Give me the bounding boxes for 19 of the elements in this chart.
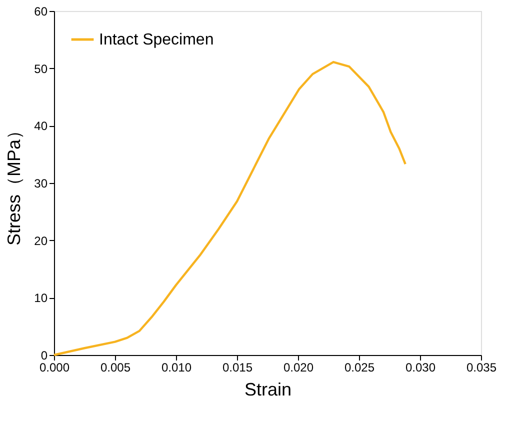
x-tick-label: 0.030: [405, 360, 436, 374]
x-tick-label: 0.020: [283, 360, 314, 374]
y-axis-title: Stress（MPa）: [4, 121, 24, 246]
x-tick-label: 0.005: [100, 360, 131, 374]
line-series: [52, 60, 406, 356]
x-tick-label: 0.025: [344, 360, 375, 374]
legend-label: Intact Specimen: [99, 32, 214, 48]
x-tick-label: 0.035: [466, 360, 497, 374]
x-tick-label: 0.010: [161, 360, 192, 374]
y-tick-label: 60: [34, 4, 48, 18]
x-tick-label: 0.000: [39, 360, 70, 374]
x-tick-label: 0.015: [222, 360, 253, 374]
y-tick-label: 20: [34, 234, 48, 248]
y-tick-label: 50: [34, 62, 48, 76]
x-axis-title: Strain: [244, 380, 292, 400]
y-tick-label: 40: [34, 119, 48, 134]
y-tick-label: 10: [34, 291, 48, 306]
y-tick-label: 0: [40, 348, 48, 362]
y-tick-label: 30: [34, 176, 48, 190]
